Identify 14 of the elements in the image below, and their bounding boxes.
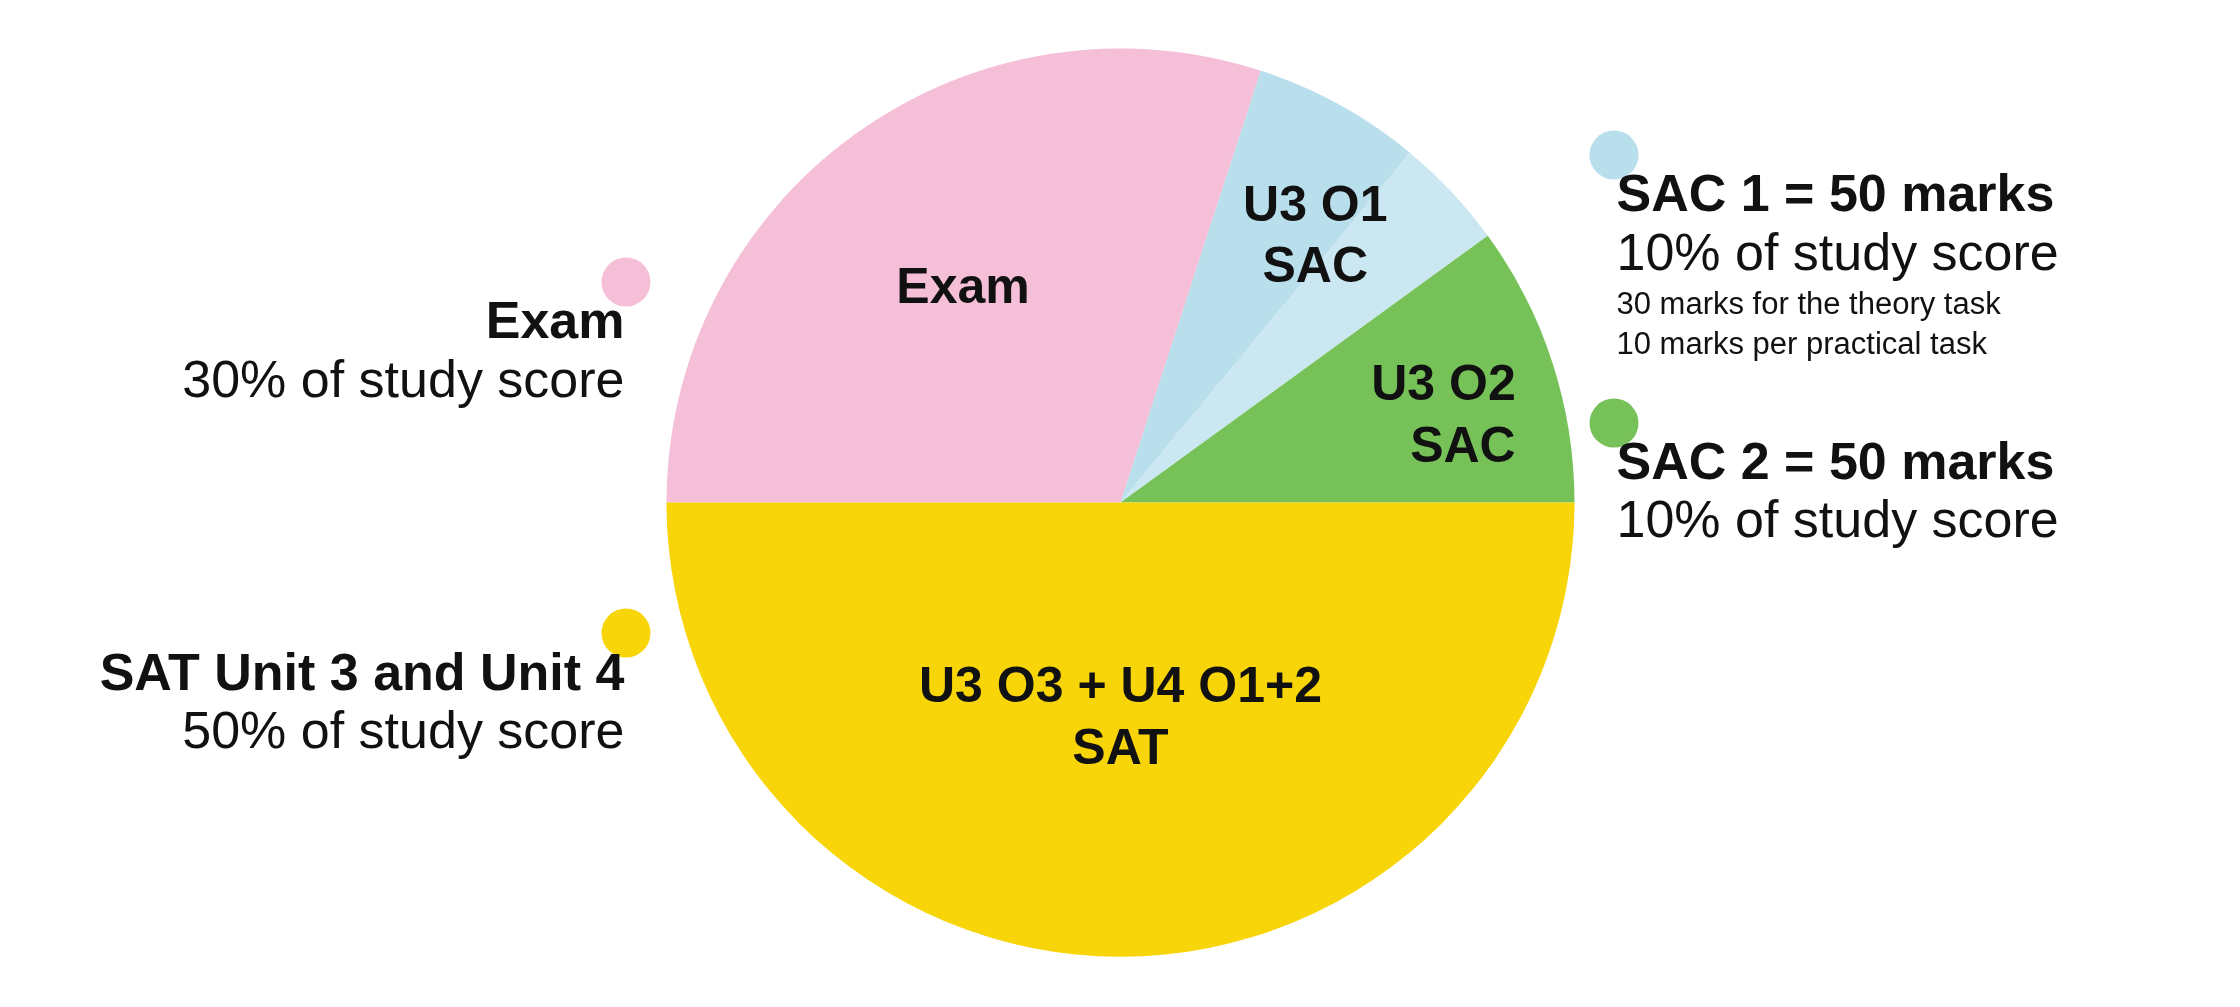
text: SAC 1 = 50 marks bbox=[1616, 163, 2055, 222]
slice-label: Exam bbox=[896, 257, 1030, 314]
legend-label: U3 O2 SAC bbox=[1371, 355, 1516, 473]
slice-label: U3 O1 SAC bbox=[1243, 175, 1388, 294]
text: 50% of study score bbox=[182, 700, 625, 759]
text: SAC 2 = 50 marks bbox=[1616, 431, 2055, 490]
text: 10 marks per practical task bbox=[1616, 326, 1988, 361]
text: 10% of study score bbox=[1616, 489, 2059, 548]
text: SAT Unit 3 and Unit 4 bbox=[99, 642, 625, 701]
text: 30 marks for the theory task bbox=[1616, 286, 2002, 321]
text: 30% of study score bbox=[182, 349, 625, 408]
text: 10% of study score bbox=[1616, 222, 2059, 281]
text: Exam bbox=[485, 290, 625, 349]
slice-label: U3 O3 + U4 O1+2 SAT bbox=[919, 657, 1323, 775]
